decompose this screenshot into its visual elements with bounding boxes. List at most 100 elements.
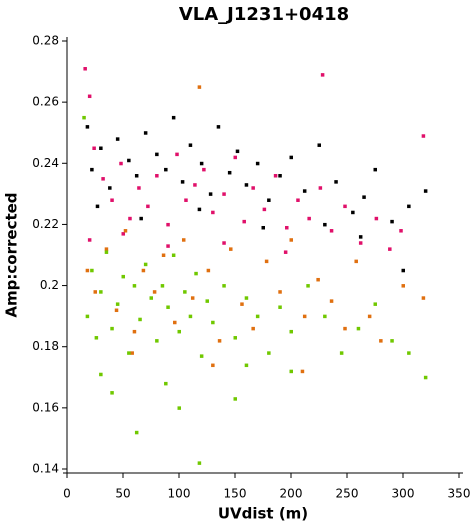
point bbox=[278, 290, 282, 294]
point bbox=[329, 299, 334, 303]
point bbox=[421, 296, 426, 300]
point bbox=[300, 369, 305, 374]
point bbox=[115, 302, 120, 306]
point bbox=[104, 250, 109, 254]
point bbox=[166, 305, 170, 309]
point bbox=[251, 326, 255, 331]
point bbox=[119, 161, 123, 166]
point bbox=[318, 186, 323, 190]
point bbox=[306, 284, 310, 288]
point bbox=[160, 284, 165, 288]
point bbox=[85, 125, 90, 129]
point bbox=[217, 339, 222, 343]
point bbox=[128, 216, 132, 221]
point bbox=[110, 198, 114, 202]
point bbox=[190, 296, 195, 300]
point bbox=[267, 198, 271, 202]
point bbox=[255, 314, 260, 319]
point bbox=[177, 329, 181, 334]
point bbox=[85, 314, 90, 319]
point bbox=[188, 314, 193, 319]
point bbox=[95, 204, 100, 209]
point bbox=[197, 461, 202, 465]
point bbox=[99, 372, 103, 377]
point bbox=[244, 296, 249, 300]
point bbox=[367, 314, 372, 319]
point bbox=[240, 302, 244, 306]
point bbox=[155, 152, 159, 157]
point bbox=[127, 158, 131, 163]
point bbox=[401, 284, 405, 288]
point bbox=[401, 268, 405, 273]
point bbox=[296, 198, 300, 202]
point bbox=[181, 238, 186, 242]
point bbox=[132, 329, 137, 334]
point bbox=[261, 225, 265, 230]
point bbox=[302, 189, 307, 193]
point bbox=[193, 183, 197, 187]
point bbox=[188, 143, 193, 147]
point bbox=[374, 216, 379, 221]
point bbox=[255, 161, 260, 166]
point bbox=[222, 284, 226, 288]
point bbox=[114, 308, 119, 313]
point bbox=[127, 351, 131, 355]
point bbox=[222, 241, 226, 245]
point bbox=[175, 152, 179, 157]
point bbox=[82, 115, 86, 120]
point bbox=[421, 134, 426, 138]
point bbox=[289, 238, 293, 242]
point bbox=[87, 238, 92, 242]
point bbox=[143, 131, 148, 135]
y-axis-label: Amp:corrected bbox=[3, 192, 21, 317]
point bbox=[99, 290, 103, 294]
point bbox=[171, 253, 176, 257]
y-tick-label: 0.28 bbox=[32, 34, 59, 48]
y-tick-label: 0.14 bbox=[32, 462, 59, 476]
x-tick-label: 0 bbox=[63, 487, 71, 501]
point bbox=[251, 186, 255, 190]
point bbox=[138, 317, 142, 322]
point bbox=[351, 210, 355, 215]
x-tick-label: 350 bbox=[448, 487, 471, 501]
point bbox=[194, 271, 198, 276]
point bbox=[115, 137, 120, 141]
point bbox=[171, 115, 176, 120]
point bbox=[83, 67, 87, 71]
point bbox=[152, 290, 157, 294]
point bbox=[211, 363, 215, 368]
point bbox=[123, 229, 128, 233]
point bbox=[264, 259, 269, 264]
point bbox=[134, 430, 139, 435]
point bbox=[164, 167, 168, 172]
point bbox=[155, 339, 159, 343]
point bbox=[354, 259, 358, 264]
point bbox=[289, 369, 293, 374]
point bbox=[399, 229, 403, 233]
point bbox=[233, 155, 237, 160]
point bbox=[229, 247, 233, 251]
point bbox=[320, 73, 325, 77]
point bbox=[283, 250, 288, 254]
point bbox=[343, 326, 347, 331]
y-tick-label: 0.22 bbox=[32, 217, 59, 231]
point bbox=[177, 406, 181, 410]
point bbox=[267, 351, 271, 355]
point bbox=[173, 320, 177, 325]
point bbox=[356, 326, 361, 331]
point bbox=[278, 305, 282, 309]
point bbox=[278, 174, 282, 178]
point bbox=[211, 210, 215, 215]
y-tick-label: 0.24 bbox=[32, 156, 59, 170]
point bbox=[137, 186, 141, 190]
point bbox=[329, 229, 334, 233]
point bbox=[289, 155, 293, 160]
point bbox=[244, 183, 249, 187]
point bbox=[262, 207, 267, 212]
point bbox=[180, 180, 185, 184]
point bbox=[184, 198, 188, 202]
point bbox=[132, 284, 137, 288]
point bbox=[373, 302, 377, 306]
point bbox=[388, 247, 392, 251]
